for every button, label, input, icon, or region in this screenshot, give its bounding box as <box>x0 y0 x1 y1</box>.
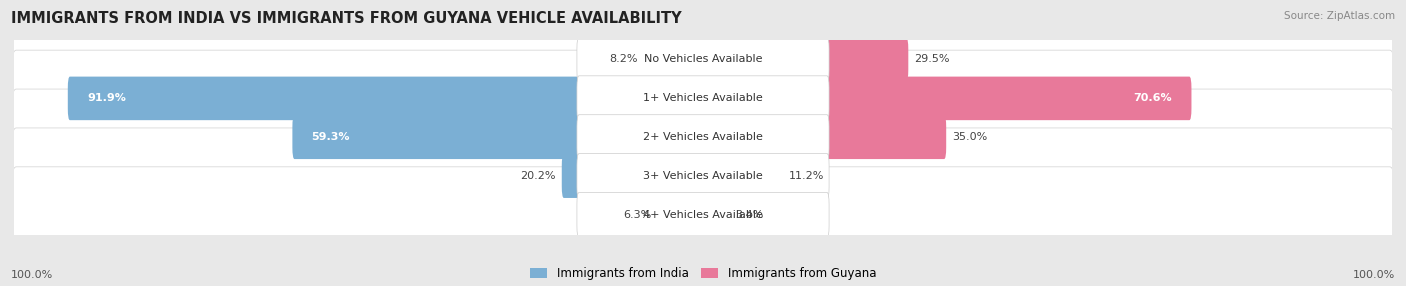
FancyBboxPatch shape <box>11 50 1395 147</box>
Text: 1+ Vehicles Available: 1+ Vehicles Available <box>643 94 763 103</box>
FancyBboxPatch shape <box>702 193 728 237</box>
Text: 8.2%: 8.2% <box>610 55 638 64</box>
FancyBboxPatch shape <box>576 76 830 121</box>
Text: 29.5%: 29.5% <box>914 55 950 64</box>
Text: Source: ZipAtlas.com: Source: ZipAtlas.com <box>1284 11 1395 21</box>
FancyBboxPatch shape <box>658 193 704 237</box>
FancyBboxPatch shape <box>576 115 830 160</box>
Text: 100.0%: 100.0% <box>1353 270 1395 280</box>
FancyBboxPatch shape <box>576 37 830 82</box>
Text: 3+ Vehicles Available: 3+ Vehicles Available <box>643 171 763 181</box>
Text: 100.0%: 100.0% <box>11 270 53 280</box>
Text: IMMIGRANTS FROM INDIA VS IMMIGRANTS FROM GUYANA VEHICLE AVAILABILITY: IMMIGRANTS FROM INDIA VS IMMIGRANTS FROM… <box>11 11 682 26</box>
Text: 4+ Vehicles Available: 4+ Vehicles Available <box>643 210 763 220</box>
Legend: Immigrants from India, Immigrants from Guyana: Immigrants from India, Immigrants from G… <box>530 267 876 280</box>
FancyBboxPatch shape <box>702 38 908 81</box>
FancyBboxPatch shape <box>644 38 704 81</box>
Text: No Vehicles Available: No Vehicles Available <box>644 55 762 64</box>
FancyBboxPatch shape <box>702 116 946 159</box>
FancyBboxPatch shape <box>576 192 830 238</box>
Text: 2+ Vehicles Available: 2+ Vehicles Available <box>643 132 763 142</box>
FancyBboxPatch shape <box>562 154 704 198</box>
Text: 91.9%: 91.9% <box>87 94 127 103</box>
Text: 11.2%: 11.2% <box>789 171 824 181</box>
Text: 70.6%: 70.6% <box>1133 94 1173 103</box>
FancyBboxPatch shape <box>11 11 1395 108</box>
FancyBboxPatch shape <box>702 77 1191 120</box>
FancyBboxPatch shape <box>576 154 830 199</box>
FancyBboxPatch shape <box>292 116 704 159</box>
FancyBboxPatch shape <box>67 77 704 120</box>
Text: 35.0%: 35.0% <box>952 132 987 142</box>
FancyBboxPatch shape <box>11 128 1395 225</box>
FancyBboxPatch shape <box>702 154 782 198</box>
FancyBboxPatch shape <box>11 89 1395 186</box>
FancyBboxPatch shape <box>11 167 1395 263</box>
Text: 3.4%: 3.4% <box>735 210 763 220</box>
Text: 6.3%: 6.3% <box>623 210 651 220</box>
Text: 20.2%: 20.2% <box>520 171 555 181</box>
Text: 59.3%: 59.3% <box>312 132 350 142</box>
